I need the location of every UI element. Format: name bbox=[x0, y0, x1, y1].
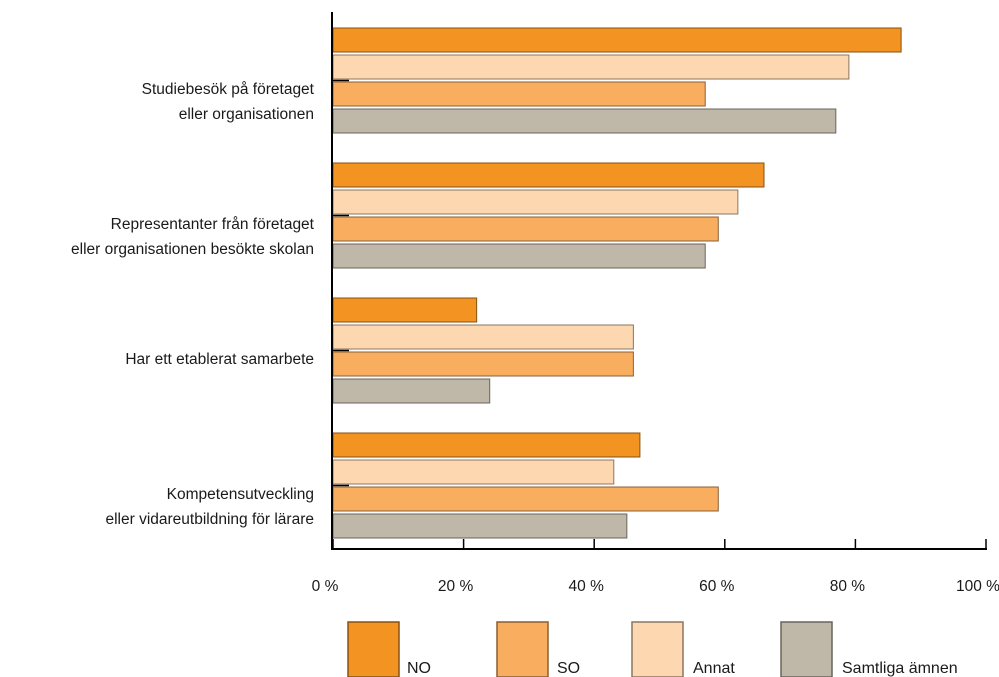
axes-group bbox=[331, 12, 987, 550]
legend-swatch-samtliga-amnen bbox=[780, 621, 833, 677]
bar-no-2 bbox=[332, 162, 765, 188]
bar-samtliga-amnen-1 bbox=[332, 108, 837, 134]
legend-swatch-so bbox=[496, 621, 549, 677]
category-label-4-line-2: eller vidareutbildning för lärare bbox=[105, 511, 314, 528]
legend-label-no: NO bbox=[407, 660, 431, 677]
x-tick-label-60: 60 % bbox=[699, 578, 735, 595]
category-label-1-line-1: Studiebesök på företaget bbox=[142, 81, 315, 98]
category-label-2-line-1: Representanter från företaget bbox=[111, 216, 315, 233]
legend-label-annat: Annat bbox=[693, 660, 735, 677]
legend-swatch-no bbox=[347, 621, 400, 677]
bar-so-1 bbox=[332, 81, 706, 107]
category-label-2-line-2: eller organisationen besökte skolan bbox=[71, 241, 314, 258]
category-labels: Studiebesök på företaget eller organisati… bbox=[71, 81, 315, 528]
x-tick-label-80: 80 % bbox=[830, 578, 866, 595]
bar-annat-2 bbox=[332, 189, 739, 215]
bar-annat-4 bbox=[332, 459, 615, 485]
bar-samtliga-amnen-3 bbox=[332, 378, 491, 404]
bar-so-2 bbox=[332, 216, 719, 242]
legend: NO SO Annat Samtliga ämnen bbox=[347, 621, 958, 677]
x-tick-label-0: 0 % bbox=[312, 578, 339, 595]
category-label-3-line-1: Har ett etablerat samarbete bbox=[125, 351, 314, 368]
legend-label-so: SO bbox=[557, 660, 580, 677]
category-label-1-line-2: eller organisationen bbox=[179, 106, 314, 123]
x-tick-label-40: 40 % bbox=[569, 578, 605, 595]
legend-swatch-annat bbox=[631, 621, 684, 677]
category-label-4-line-1: Kompetensutveckling bbox=[167, 486, 314, 503]
bar-no-3 bbox=[332, 297, 478, 323]
bars-group bbox=[332, 27, 902, 539]
bar-so-4 bbox=[332, 486, 719, 512]
x-tick-label-100: 100 % bbox=[956, 578, 999, 595]
x-tick-labels: 0 % 20 % 40 % 60 % 80 % 100 % bbox=[312, 578, 999, 595]
x-tick-label-20: 20 % bbox=[438, 578, 474, 595]
bar-samtliga-amnen-4 bbox=[332, 513, 628, 539]
bar-annat-3 bbox=[332, 324, 634, 350]
bar-so-3 bbox=[332, 351, 634, 377]
legend-label-samtliga-amnen: Samtliga ämnen bbox=[842, 660, 958, 677]
bar-no-1 bbox=[332, 27, 902, 53]
bar-annat-1 bbox=[332, 54, 850, 80]
bar-samtliga-amnen-2 bbox=[332, 243, 706, 269]
bar-no-4 bbox=[332, 432, 641, 458]
